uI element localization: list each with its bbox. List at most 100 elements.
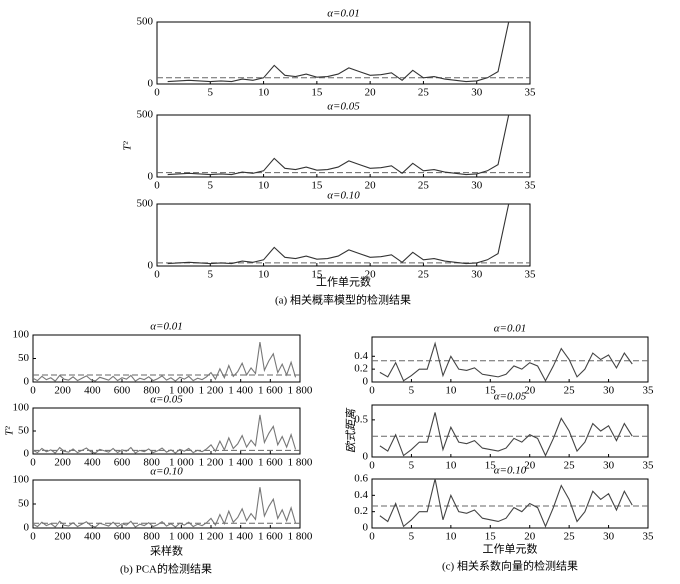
x-tick-label: 30 [471,180,483,192]
x-tick-label: 0 [369,531,375,543]
x-axis-label: 工作单元数 [316,276,371,289]
x-tick-label: 20 [365,180,377,192]
x-tick-label: 200 [54,457,71,469]
x-tick-label: 35 [525,269,537,281]
x-tick-label: 30 [471,269,483,281]
panel-title: α=0.05 [494,391,527,403]
panel-title: α=0.01 [494,323,526,335]
y-tick-label: 0 [24,376,30,388]
x-tick-label: 30 [603,460,615,472]
x-tick-label: 15 [485,385,497,397]
caption: (c) 相关系数向量的检测结果 [442,559,578,573]
x-tick-label: 20 [365,87,377,99]
plot-frame [156,203,531,267]
x-tick-label: 35 [643,460,655,472]
panel-title: α=0.05 [327,101,360,113]
panel-title: α=0.10 [327,190,360,202]
x-tick-label: 600 [114,531,131,543]
x-tick-label: 1 000 [169,385,194,397]
y-tick-label: 500 [137,198,154,210]
x-tick-label: 800 [143,457,160,469]
x-tick-label: 30 [603,385,615,397]
x-tick-label: 25 [564,385,576,397]
data-line [32,414,297,454]
y-tick-label: 0 [24,448,30,460]
x-tick-label: 0 [154,180,160,192]
data-line [167,21,510,83]
x-tick-label: 0 [369,460,375,472]
x-tick-label: 25 [418,180,430,192]
x-tick-label: 5 [409,531,415,543]
x-tick-label: 20 [524,460,536,472]
data-line [379,478,633,528]
x-tick-label: 20 [524,385,536,397]
x-tick-label: 400 [84,385,101,397]
x-tick-label: 15 [485,460,497,472]
x-tick-label: 800 [143,531,160,543]
x-tick-label: 5 [409,460,415,472]
x-tick-label: 1 200 [199,385,224,397]
y-tick-label: 0 [363,522,369,534]
x-tick-label: 15 [311,180,323,192]
y-tick-label: 50 [18,425,30,437]
x-tick-label: 600 [114,385,131,397]
data-line [379,412,633,457]
y-tick-label: 0 [363,451,369,463]
x-tick-label: 35 [643,531,655,543]
y-tick-label: 0.4 [354,489,368,501]
x-tick-label: 800 [143,385,160,397]
y-tick-label: 0 [24,522,30,534]
x-tick-label: 5 [208,87,214,99]
y-axis-label: 欧式距离 [345,407,358,453]
x-axis-label: 采样数 [150,544,183,558]
x-tick-label: 1 200 [199,531,224,543]
x-tick-label: 400 [84,457,101,469]
x-tick-label: 20 [524,531,536,543]
panel-title: α=0.01 [327,8,359,20]
x-tick-label: 0 [30,531,36,543]
x-tick-label: 0 [30,457,36,469]
plot-frame [156,114,531,178]
y-tick-label: 0.2 [354,505,368,517]
x-tick-label: 200 [54,385,71,397]
y-tick-label: 500 [137,16,154,28]
plot-frame [371,478,649,529]
x-tick-label: 10 [258,180,270,192]
x-tick-label: 10 [258,269,270,281]
data-line [32,487,297,528]
y-tick-label: 50 [18,498,30,510]
y-tick-label: 100 [13,402,30,414]
y-tick-label: 0 [148,78,154,90]
plot-frame [156,21,531,85]
x-tick-label: 0 [154,87,160,99]
y-tick-label: 0 [148,171,154,183]
data-line [379,341,633,382]
y-tick-label: 0 [148,260,154,272]
y-axis-label: T² [4,426,16,436]
x-tick-label: 1 600 [258,457,283,469]
y-tick-label: 50 [18,352,30,364]
x-axis-label: 工作单元数 [483,543,538,556]
x-tick-label: 1 400 [228,531,253,543]
y-tick-label: 100 [13,474,30,486]
y-axis-label: T² [122,141,134,151]
x-tick-label: 15 [485,531,497,543]
y-tick-label: 0.2 [354,363,368,375]
x-tick-label: 15 [311,87,323,99]
x-tick-label: 10 [445,460,457,472]
x-tick-label: 0 [30,385,36,397]
caption: (a) 相关概率模型的检测结果 [275,293,411,307]
plot-frame [371,336,649,383]
y-tick-label: 0.6 [354,473,368,485]
x-tick-label: 10 [445,385,457,397]
x-tick-label: 10 [258,87,270,99]
x-tick-label: 1 200 [199,457,224,469]
caption: (b) PCA的检测结果 [120,562,212,576]
x-tick-label: 400 [84,531,101,543]
x-tick-label: 25 [418,269,430,281]
plot-frame [371,404,649,458]
x-tick-label: 1 400 [228,457,253,469]
x-tick-label: 0 [154,269,160,281]
x-tick-label: 25 [418,87,430,99]
